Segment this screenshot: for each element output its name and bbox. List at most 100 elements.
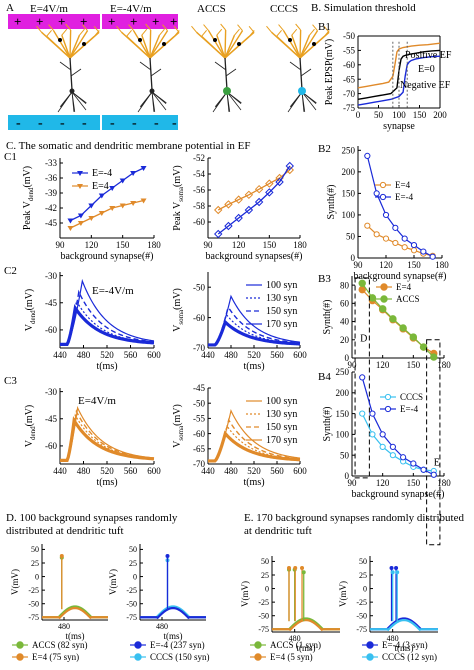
basal-dendrite <box>289 91 303 108</box>
apical-dendrite <box>149 57 153 91</box>
c1b-point <box>254 197 264 207</box>
b3-point <box>419 343 428 351</box>
c1a-orange <box>70 199 144 229</box>
basal-dendrite <box>226 91 230 112</box>
c1a-orange-point <box>140 198 147 204</box>
mark-d: D <box>360 334 367 345</box>
c3a-trace <box>60 415 155 462</box>
tuft-twig <box>48 24 54 31</box>
legend-label: E=4 <box>92 181 109 192</box>
b1-curve <box>357 42 441 89</box>
panel-e-title: E. 170 background synapses randomly dist… <box>244 512 464 537</box>
tuft-twig <box>36 25 42 33</box>
x-tick-label: 90 <box>354 260 364 270</box>
tuft-twig <box>237 24 243 31</box>
b3-point <box>399 325 407 333</box>
b4-line <box>361 377 435 476</box>
b2-point <box>382 211 390 219</box>
legend-label: E=4 (75 syn) <box>32 652 79 662</box>
tuft-synapse <box>237 42 241 46</box>
b4-point <box>400 458 407 465</box>
b3-point <box>389 315 397 323</box>
x-tick-label: 600 <box>293 466 307 476</box>
basal-dendrite <box>214 91 228 108</box>
b2-point <box>410 247 418 254</box>
x-tick-label: 0 <box>356 110 361 120</box>
x-tick-label: 180 <box>435 260 449 270</box>
y-tick-label: 25 <box>359 571 367 580</box>
neuron-label: E=-4V/m <box>110 3 152 15</box>
subpanel-b3-label: B3 <box>318 273 331 285</box>
y-tick-label: -60 <box>193 429 205 439</box>
legend-label: CCCS <box>400 392 423 402</box>
tuft-branch <box>149 34 161 59</box>
c1b-point <box>214 229 223 239</box>
plus-sign: + <box>130 14 137 29</box>
legend-label: 130 syn <box>266 409 297 420</box>
basal-dendrite <box>71 91 75 112</box>
y-tick-label: -60 <box>343 60 355 70</box>
y-tick-label: -56 <box>193 185 205 195</box>
membrane-trace <box>140 605 206 619</box>
x-tick-label: 480 <box>224 350 238 360</box>
negative-plate <box>102 115 178 130</box>
y-tick-label: 50 <box>359 557 367 566</box>
x-tick-label: 50 <box>374 110 384 120</box>
c1a-blue-point <box>109 186 116 191</box>
b2-point <box>373 231 380 238</box>
panel-b-title: B. Simulation threshold <box>311 2 416 14</box>
x-axis-label: t(ms) <box>96 477 117 488</box>
c1b-point <box>265 179 274 188</box>
oblique-dendrite <box>214 61 227 71</box>
y-tick-label: -50 <box>343 31 355 41</box>
y-tick-label: -75 <box>343 103 355 113</box>
b3-point <box>368 294 377 302</box>
membrane-trace <box>370 618 438 632</box>
x-tick-label: 120 <box>85 240 99 250</box>
membrane-trace <box>272 618 340 632</box>
legend-label: 100 syn <box>266 280 297 291</box>
y-tick-label: -50 <box>356 612 367 621</box>
tuft-branch <box>69 31 100 59</box>
legend-label: 170 syn <box>266 435 297 446</box>
y-tick-label: 25 <box>31 559 39 568</box>
x-axis-label: background synapses(#) <box>206 251 303 262</box>
x-tick-label: 150 <box>116 240 130 250</box>
minus-sign: - <box>172 116 177 131</box>
basal-dendrite <box>71 91 87 104</box>
spike-tip <box>292 567 297 572</box>
minus-sign: - <box>38 116 43 131</box>
b4-point <box>410 463 417 470</box>
x-tick-label: 600 <box>147 350 161 360</box>
spike-tip <box>395 570 400 575</box>
c3a-trace <box>60 405 155 461</box>
b3-point <box>368 296 377 305</box>
soma <box>223 87 231 95</box>
b2-line <box>366 155 433 258</box>
y-tick-label: 150 <box>342 189 356 199</box>
oblique-dendrite <box>150 68 162 77</box>
minus-sign: - <box>60 116 65 131</box>
tuft-twig <box>126 29 132 37</box>
soma <box>298 87 306 95</box>
c1a-orange-point <box>98 211 105 216</box>
x-tick-label: 150 <box>413 110 427 120</box>
x-tick-label: 440 <box>53 466 67 476</box>
tuft-twig <box>201 29 207 37</box>
b3-point <box>378 305 387 313</box>
b3-point <box>389 316 397 324</box>
b2-point <box>401 235 408 242</box>
y-tick-label: -50 <box>126 600 137 609</box>
x-tick-label: 440 <box>53 350 67 360</box>
basal-dendrite <box>59 91 73 108</box>
y-axis-label: Peak Vdend(mV) <box>22 166 35 230</box>
legend-marker <box>254 653 262 661</box>
y-tick-label: -25 <box>28 586 39 595</box>
tuft-twig <box>141 28 148 36</box>
tuft-twig <box>145 23 152 31</box>
legend-label: E=-4 <box>395 192 414 202</box>
tuft-twig <box>65 23 72 31</box>
x-tick-label: 120 <box>376 360 390 370</box>
tuft-twig <box>173 30 180 37</box>
b4-point <box>430 471 437 478</box>
